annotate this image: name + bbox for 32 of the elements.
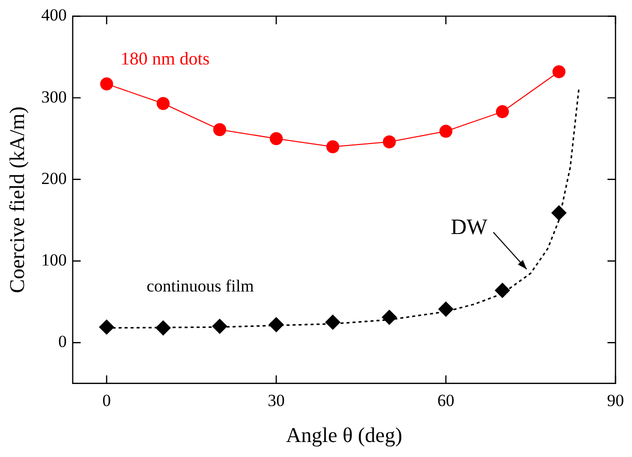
point (382, 310, 397, 325)
point (382, 135, 396, 148)
point (99, 320, 114, 335)
series-label: 180 nm dots (120, 48, 210, 69)
y-tick-label: 400 (41, 6, 67, 25)
point (100, 77, 114, 90)
point (494, 282, 510, 298)
y-axis-title: Coercive field (kA/m) (5, 106, 30, 294)
point (325, 314, 340, 330)
point (551, 205, 566, 220)
y-tick-label: 200 (41, 168, 67, 188)
text: DW (450, 214, 488, 240)
y-tick-label: 100 (41, 250, 67, 270)
point (439, 124, 452, 138)
point (552, 65, 566, 78)
point (270, 132, 283, 146)
point (326, 140, 340, 154)
y-tick-label: 300 (41, 87, 67, 106)
x-tick-label: 30 (268, 391, 285, 410)
point (156, 97, 170, 110)
x-tick-label: 60 (437, 391, 454, 410)
point (438, 302, 454, 317)
point (212, 318, 228, 334)
series-label: continuous film (146, 276, 254, 296)
x-tick-label: 90 (607, 391, 624, 410)
y-tick-label: 0 (58, 332, 67, 352)
x-axis-title: Angle θ (deg) (286, 422, 402, 447)
point (213, 123, 226, 136)
x-tick-label: 0 (102, 391, 111, 410)
point (268, 317, 284, 332)
point (496, 105, 509, 118)
point (156, 320, 171, 336)
